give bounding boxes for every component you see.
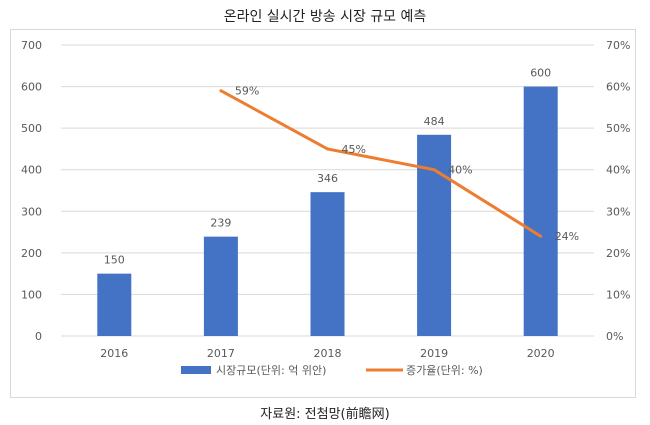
y-right-tick-label: 50% [606, 122, 630, 135]
bar [97, 273, 132, 336]
source-note: 자료원: 전첨망(前瞻网) [260, 407, 390, 422]
x-tick-label: 2017 [207, 347, 235, 360]
bar [523, 86, 558, 336]
bar-value-label: 239 [210, 217, 231, 230]
growth-point [219, 89, 223, 93]
legend-label-bar: 시장규모(단위: 억 위안) [216, 364, 326, 377]
x-tick-label: 2020 [527, 347, 555, 360]
bar [417, 134, 452, 336]
x-tick-label: 2019 [420, 347, 448, 360]
x-tick-label: 2016 [100, 347, 128, 360]
growth-point [326, 147, 329, 151]
chart-plot: 0 0% 100 10% 200 20% 300 30% 400 40% 500 50% 600 60% 7… [21, 39, 630, 377]
growth-line [220, 89, 542, 238]
bar-value-label: 150 [104, 254, 125, 267]
y-right-tick-label: 40% [606, 164, 630, 177]
legend-swatch-bar [181, 366, 211, 374]
y-right-tick-label: 70% [606, 39, 630, 52]
bar-value-label: 484 [424, 115, 445, 128]
y-right-tick-label: 20% [606, 247, 630, 260]
y-right-tick-label: 10% [606, 288, 630, 301]
y-left-tick-label: 600 [21, 81, 42, 94]
legend-label-line: 증가율(단위: %) [406, 364, 483, 377]
bar-value-label: 346 [317, 172, 338, 185]
y-left-tick-label: 200 [21, 247, 42, 260]
chart-title: 온라인 실시간 방송 시장 규모 예측 [223, 9, 427, 25]
growth-value-label: 45% [342, 143, 366, 156]
bar [203, 236, 238, 336]
y-left-tick-label: 400 [21, 164, 42, 177]
y-left-tick-label: 300 [21, 205, 42, 218]
bar-value-label: 600 [530, 67, 551, 80]
y-right-tick-label: 60% [606, 81, 630, 94]
y-left-tick-label: 700 [21, 39, 42, 52]
growth-value-label: 40% [448, 164, 472, 177]
y-right-tick-label: 30% [606, 205, 630, 218]
y-right-tick-label: 0% [606, 330, 623, 343]
bar [310, 192, 345, 336]
growth-point [432, 168, 436, 172]
y-left-tick-label: 100 [21, 288, 42, 301]
y-left-tick-label: 500 [21, 122, 42, 135]
growth-point [539, 234, 543, 238]
x-tick-label: 2018 [314, 347, 342, 360]
y-left-tick-label: 0 [35, 330, 42, 343]
growth-value-label: 24% [555, 230, 579, 243]
growth-value-label: 59% [235, 85, 259, 98]
chart-frame: 0 0% 100 10% 200 20% 300 30% 400 40% 500 50% 600 60% 7… [10, 29, 636, 398]
